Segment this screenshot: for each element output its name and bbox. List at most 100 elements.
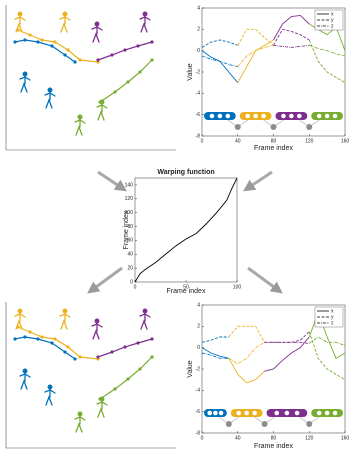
series-line bbox=[273, 14, 310, 41]
trajectory-dot bbox=[138, 70, 142, 74]
limb bbox=[15, 319, 23, 330]
trajectory-dot bbox=[136, 44, 140, 48]
trajectory-dot bbox=[40, 38, 44, 42]
y-tick-label: 20 bbox=[127, 265, 133, 271]
skeleton bbox=[59, 11, 71, 33]
trajectory-dot bbox=[110, 350, 114, 354]
x-axis-label: Frame index bbox=[254, 145, 293, 152]
pill-dot bbox=[218, 410, 224, 416]
trajectory-dot bbox=[23, 38, 27, 42]
joint bbox=[142, 11, 148, 17]
trajectory-dot bbox=[40, 335, 44, 339]
chart-title: Warping function bbox=[157, 169, 214, 176]
limb bbox=[60, 22, 68, 33]
series-line bbox=[273, 28, 310, 46]
pill-dot bbox=[225, 113, 231, 119]
x-tick-label: 80 bbox=[271, 435, 277, 441]
limb bbox=[59, 313, 71, 318]
x-tick-label: 40 bbox=[235, 435, 241, 441]
x-tick-label: 100 bbox=[233, 284, 242, 290]
pill-dot bbox=[253, 113, 258, 119]
x-tick-label: 0 bbox=[201, 435, 204, 441]
trajectory-dot bbox=[150, 337, 154, 341]
limb bbox=[45, 98, 53, 109]
pill-dot bbox=[261, 113, 266, 119]
trajectory-dot bbox=[126, 377, 130, 381]
series-line bbox=[201, 347, 229, 359]
legend-label: x bbox=[331, 11, 334, 17]
series-line bbox=[134, 177, 238, 283]
trajectory-dot bbox=[150, 58, 154, 62]
arrows bbox=[87, 170, 283, 294]
y-tick-label: 0 bbox=[197, 48, 200, 54]
y-tick-label: -4 bbox=[196, 91, 201, 97]
trajectory-dot bbox=[36, 40, 40, 44]
y-tick-label: 80 bbox=[127, 224, 133, 230]
limb bbox=[59, 16, 71, 21]
trajectory-dot bbox=[150, 40, 154, 44]
x-tick-label: 40 bbox=[235, 138, 241, 144]
arrow bbox=[247, 266, 283, 294]
joint bbox=[94, 318, 100, 324]
joint bbox=[77, 411, 83, 417]
pill-dot bbox=[236, 410, 242, 416]
limb bbox=[96, 401, 108, 406]
y-axis-label: Frame index bbox=[123, 210, 130, 249]
series-line bbox=[308, 336, 346, 346]
y-axis-label: Value bbox=[187, 360, 194, 377]
limb bbox=[45, 395, 53, 406]
x-tick-label: 160 bbox=[341, 435, 350, 441]
panel-frame bbox=[5, 302, 176, 449]
legend-label: y bbox=[331, 17, 334, 23]
pill-dot bbox=[324, 410, 330, 416]
x-axis-label: Frame index bbox=[167, 288, 206, 295]
limb bbox=[74, 119, 86, 124]
trajectory-dot bbox=[113, 387, 117, 391]
limb bbox=[14, 313, 26, 318]
x-tick-label: 120 bbox=[305, 435, 314, 441]
skeleton bbox=[19, 71, 31, 93]
y-tick-label: -6 bbox=[196, 409, 201, 415]
limb bbox=[91, 26, 103, 31]
panel-frame bbox=[5, 5, 176, 151]
limb bbox=[97, 407, 105, 418]
joint bbox=[22, 71, 28, 77]
limb bbox=[19, 373, 31, 378]
pill-dot bbox=[217, 113, 223, 119]
y-tick-label: 40 bbox=[127, 252, 133, 258]
gray-node bbox=[270, 124, 277, 130]
y-tick-label: 140 bbox=[125, 182, 134, 188]
pill-dot bbox=[332, 410, 338, 416]
joint bbox=[47, 87, 53, 93]
skeleton bbox=[59, 308, 71, 330]
joint bbox=[77, 114, 83, 120]
x-tick-label: 120 bbox=[305, 138, 314, 144]
trajectory-dot bbox=[150, 355, 154, 359]
joint bbox=[22, 368, 28, 374]
trajectory-dot bbox=[110, 53, 114, 57]
legend-label: x bbox=[331, 308, 334, 314]
skeleton bbox=[96, 99, 108, 121]
trajectory-dot bbox=[63, 350, 67, 354]
y-tick-label: -2 bbox=[196, 366, 201, 372]
trajectory-dot bbox=[138, 367, 142, 371]
pill-dot bbox=[281, 113, 286, 119]
pill-dot bbox=[324, 113, 330, 119]
y-tick-label: 0 bbox=[197, 345, 200, 351]
limb bbox=[139, 16, 151, 21]
trajectory-dot bbox=[78, 355, 82, 359]
left-panel-bottom bbox=[5, 302, 176, 449]
y-tick-label: 4 bbox=[197, 302, 200, 308]
limb bbox=[140, 319, 148, 330]
gray-node bbox=[261, 421, 268, 427]
y-tick-label: -4 bbox=[196, 388, 201, 394]
skeleton bbox=[91, 318, 103, 340]
series-line bbox=[228, 341, 265, 365]
trajectory-dot bbox=[123, 345, 127, 349]
pill-dot bbox=[213, 410, 218, 416]
limb bbox=[75, 422, 83, 433]
gray-node bbox=[306, 421, 313, 427]
x-tick-label: 160 bbox=[341, 138, 350, 144]
series-line bbox=[237, 44, 274, 67]
